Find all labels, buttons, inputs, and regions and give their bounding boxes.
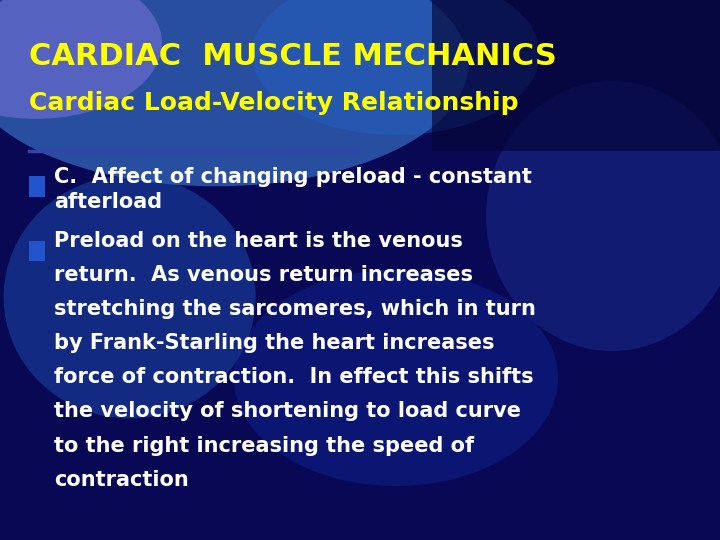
Text: the velocity of shortening to load curve: the velocity of shortening to load curve [54, 401, 521, 422]
Text: contraction: contraction [54, 469, 189, 490]
Ellipse shape [0, 0, 468, 186]
FancyBboxPatch shape [29, 241, 45, 261]
FancyBboxPatch shape [29, 176, 45, 197]
Text: force of contraction.  In effect this shifts: force of contraction. In effect this shi… [54, 367, 534, 388]
Text: C.  Affect of changing preload - constant: C. Affect of changing preload - constant [54, 166, 532, 187]
Ellipse shape [4, 176, 256, 418]
Ellipse shape [234, 270, 558, 486]
Text: to the right increasing the speed of: to the right increasing the speed of [54, 435, 474, 456]
Text: return.  As venous return increases: return. As venous return increases [54, 265, 473, 286]
Text: afterload: afterload [54, 192, 162, 213]
Ellipse shape [486, 81, 720, 351]
Bar [432, 0, 720, 151]
Text: Preload on the heart is the venous: Preload on the heart is the venous [54, 231, 463, 252]
Text: CARDIAC  MUSCLE MECHANICS: CARDIAC MUSCLE MECHANICS [29, 42, 557, 71]
Text: by Frank-Starling the heart increases: by Frank-Starling the heart increases [54, 333, 495, 354]
Text: stretching the sarcomeres, which in turn: stretching the sarcomeres, which in turn [54, 299, 536, 320]
Ellipse shape [0, 0, 162, 119]
Ellipse shape [252, 0, 540, 135]
Text: Cardiac Load-Velocity Relationship: Cardiac Load-Velocity Relationship [29, 91, 518, 114]
